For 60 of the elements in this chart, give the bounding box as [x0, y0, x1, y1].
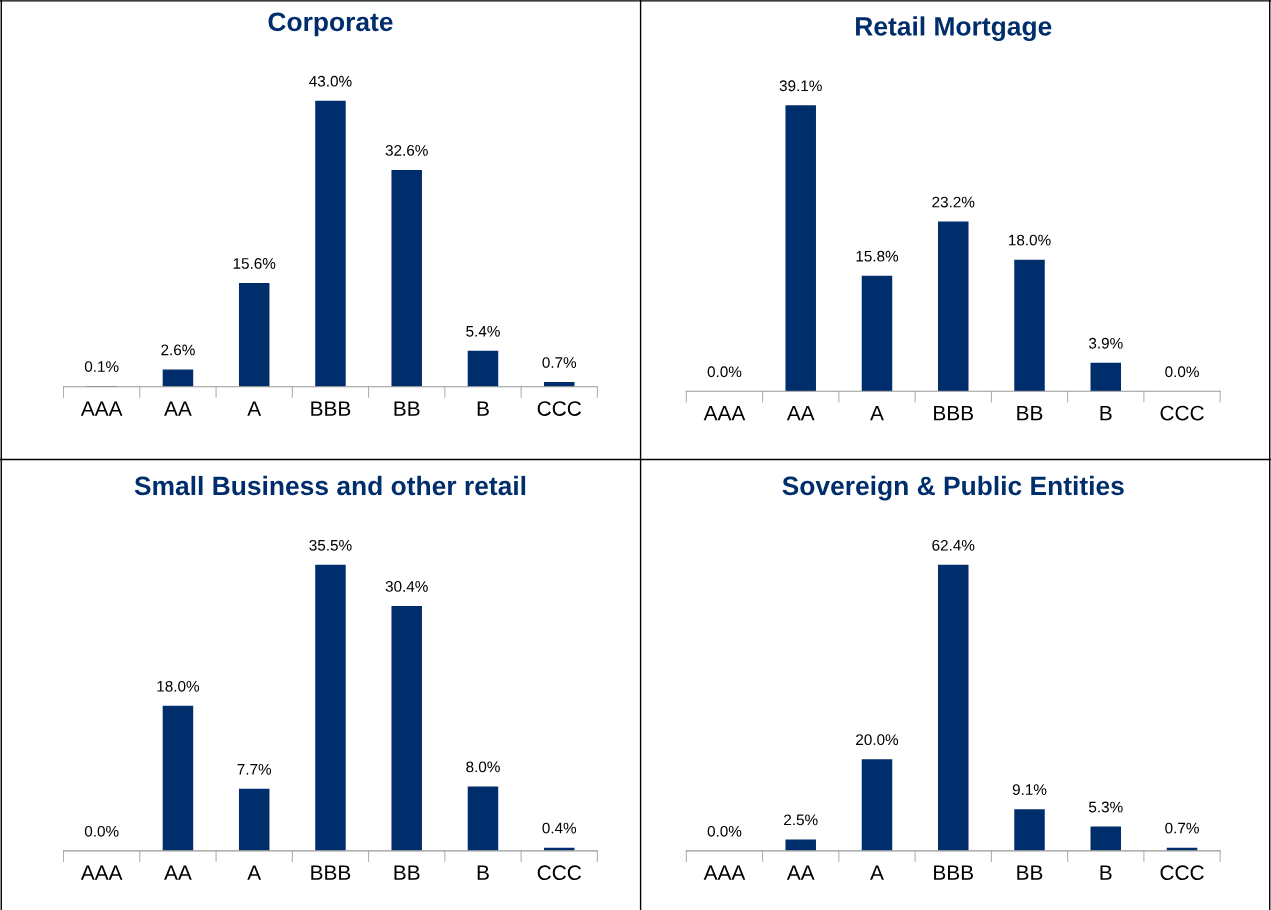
x-tick-label: A	[247, 865, 262, 880]
data-label: 2.6%	[161, 344, 195, 356]
x-tick-label: BB	[1017, 405, 1043, 421]
data-label: 43.0%	[309, 75, 352, 87]
x-tick-label: BBB	[311, 865, 351, 880]
x-tick-label: AA	[164, 865, 192, 880]
data-label: 5.4%	[466, 325, 500, 337]
data-label: 0.7%	[542, 357, 577, 368]
x-tick-label: AAA	[703, 405, 746, 421]
chart-title: Small Business and other retail	[134, 475, 526, 496]
data-label: 20.0%	[856, 734, 899, 746]
data-label: 62.4%	[932, 539, 975, 551]
x-tick-label: B	[1100, 865, 1112, 880]
x-tick-label: AA	[786, 405, 815, 421]
data-label: 35.5%	[309, 539, 352, 551]
x-tick-label: B	[477, 401, 489, 416]
chart-title: Retail Mortgage	[856, 16, 1052, 42]
x-tick-label: CCC	[1160, 405, 1204, 421]
x-tick-label: BBB	[311, 401, 351, 416]
data-label: 18.0%	[1009, 234, 1051, 246]
data-label: 23.2%	[932, 196, 975, 208]
x-tick-label: BBB	[934, 405, 973, 421]
chart-title: Corporate	[268, 12, 393, 37]
x-tick-label: A	[870, 405, 884, 421]
x-tick-label: AA	[786, 865, 815, 880]
data-label: 0.0%	[1165, 366, 1199, 378]
data-label: 7.7%	[237, 763, 272, 775]
data-label: 0.0%	[84, 825, 119, 837]
data-label: 32.6%	[385, 144, 428, 156]
data-label: 0.0%	[707, 825, 742, 837]
data-label: 0.4%	[542, 822, 577, 834]
x-tick-label: AA	[164, 401, 192, 416]
x-tick-label: CCC	[1160, 865, 1204, 881]
x-tick-label: B	[1100, 405, 1112, 421]
x-tick-label: A	[870, 865, 884, 880]
data-label: 0.7%	[1165, 822, 1199, 834]
data-label: 30.4%	[385, 580, 428, 592]
data-label: 9.1%	[1012, 784, 1047, 796]
x-tick-label: BBB	[934, 865, 973, 880]
data-label: 8.0%	[466, 761, 500, 773]
chart-title: Sovereign & Public Entities	[782, 475, 1124, 501]
data-label: 2.5%	[784, 814, 818, 826]
data-label: 0.1%	[84, 361, 119, 372]
data-label: 15.6%	[233, 258, 276, 269]
x-tick-label: AAA	[80, 865, 123, 880]
data-label: 3.9%	[1088, 337, 1123, 349]
x-tick-label: AAA	[703, 865, 746, 880]
x-tick-label: B	[477, 865, 489, 880]
x-tick-label: BB	[394, 865, 420, 880]
data-label: 39.1%	[779, 80, 822, 92]
x-tick-label: CCC	[537, 401, 582, 416]
data-label: 15.8%	[856, 250, 899, 262]
data-label: 18.0%	[157, 680, 200, 692]
data-label: 5.3%	[1088, 801, 1123, 813]
x-tick-label: AAA	[80, 401, 123, 416]
x-tick-label: CCC	[537, 865, 582, 881]
x-tick-label: A	[247, 401, 262, 416]
x-tick-label: BB	[1017, 865, 1043, 880]
x-tick-label: BB	[394, 401, 420, 416]
data-label: 0.0%	[707, 366, 742, 378]
